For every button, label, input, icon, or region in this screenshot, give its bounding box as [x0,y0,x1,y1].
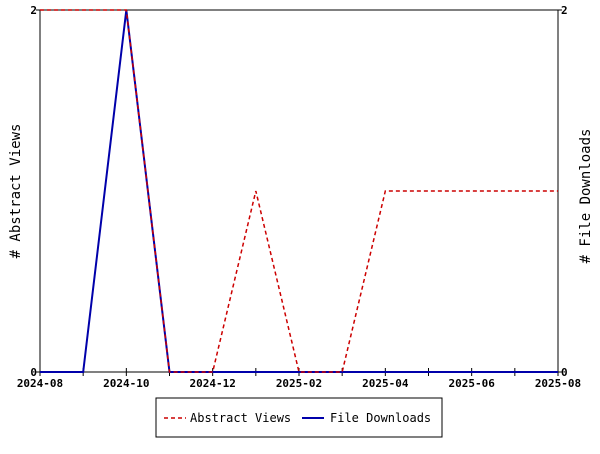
x-tick-label: 2025-06 [448,377,495,390]
x-tick-label: 2024-12 [189,377,235,390]
right-y-tick-label: 0 [561,366,568,379]
left-y-tick-label: 0 [30,366,37,379]
x-tick-label: 2025-02 [276,377,322,390]
left-y-tick-label: 2 [30,4,37,17]
legend-box [155,397,443,438]
right-axis-title: # File Downloads [578,129,594,264]
x-tick-label: 2025-04 [362,377,409,390]
legend-label-file-downloads: File Downloads [330,411,431,425]
legend: Abstract Views File Downloads [155,397,443,438]
x-tick-label: 2024-08 [17,377,63,390]
y-axes: 0 2 0 2 [30,4,567,379]
legend-label-abstract-views: Abstract Views [190,411,291,425]
series-layer [40,9,558,373]
x-tick-label: 2025-08 [535,377,581,390]
series-line-abstract-views [40,9,558,373]
left-axis-title: # Abstract Views [8,124,24,259]
x-tick-label: 2024-10 [103,377,149,390]
right-y-tick-label: 2 [561,4,568,17]
